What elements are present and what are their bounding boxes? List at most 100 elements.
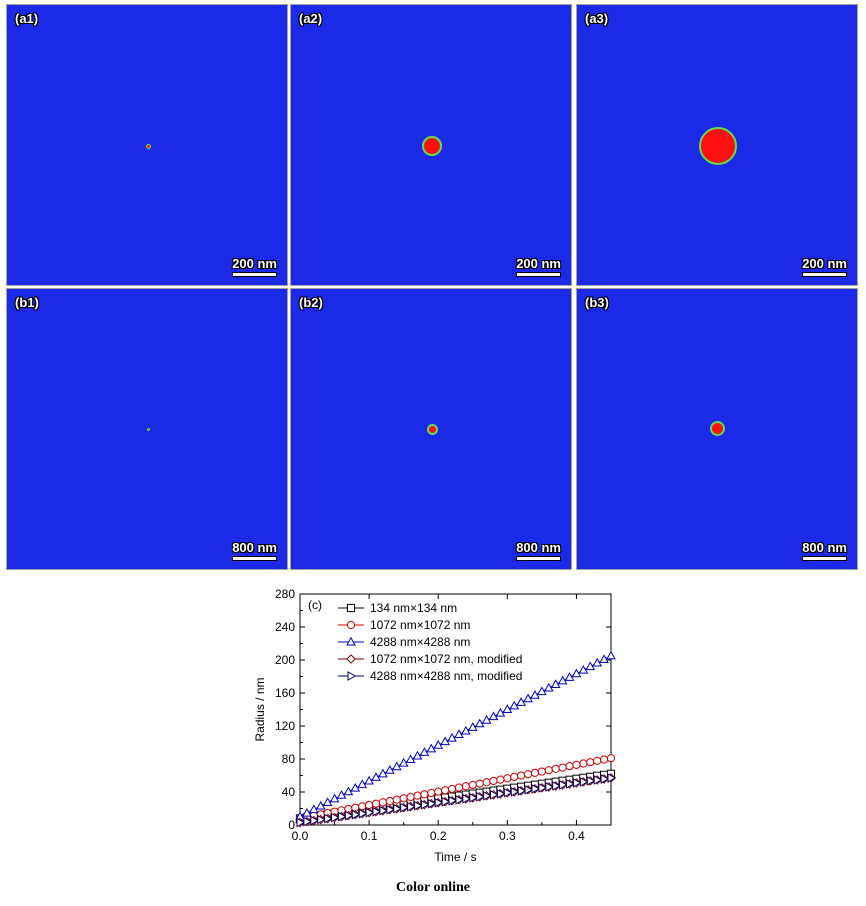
data-point (433, 740, 444, 749)
data-point (296, 817, 306, 828)
data-point (434, 787, 443, 796)
grain (146, 144, 151, 149)
data-point (606, 650, 616, 660)
radius-time-chart: 0.0 0.1 0.2 0.3 0.4 0 40 80 120 160 200 240 280 Time … (253, 587, 617, 864)
data-point (543, 682, 554, 692)
legend-label: 1072 nm×1072 nm (370, 618, 470, 632)
data-point (441, 796, 451, 807)
grain (147, 428, 150, 431)
panel-label: (a3) (585, 11, 609, 26)
data-point (371, 799, 381, 808)
data-point (386, 804, 396, 815)
scale-bar: 800 nm (232, 541, 277, 561)
grain (422, 136, 442, 156)
data-point (405, 754, 416, 764)
data-point (516, 697, 527, 706)
data-point (496, 788, 506, 799)
data-point (331, 812, 340, 823)
data-point (412, 750, 423, 760)
data-point (537, 686, 547, 696)
data-point (343, 786, 354, 796)
y-axis-label: Radius / nm (253, 677, 267, 741)
data-point (426, 743, 437, 753)
x-axis-label: Time / s (434, 850, 476, 864)
legend-label: 4288 nm×4288 nm (370, 635, 470, 649)
data-point (489, 776, 498, 786)
data-point (524, 785, 534, 795)
scale-bar: 200 nm (516, 257, 561, 277)
data-point (372, 806, 382, 817)
data-point (385, 796, 394, 806)
data-point (391, 761, 402, 771)
legend-marker (346, 620, 356, 630)
panel-label: (a2) (299, 11, 323, 26)
legend-marker (346, 654, 356, 664)
data-point (523, 770, 533, 779)
data-point (593, 756, 602, 765)
data-point (336, 790, 347, 799)
data-point (599, 654, 609, 663)
data-point (357, 779, 368, 789)
scale-bar: 800 nm (802, 541, 847, 561)
data-point (558, 763, 567, 772)
x-tick-label: 0.1 (361, 829, 378, 843)
data-point (599, 755, 609, 764)
y-tick-label: 200 (275, 653, 295, 667)
data-point (364, 775, 374, 785)
data-point (572, 778, 582, 788)
data-point (517, 771, 526, 780)
data-point (572, 760, 581, 769)
data-point (544, 766, 553, 775)
data-point (379, 805, 389, 816)
data-point (585, 661, 596, 671)
data-point (371, 772, 381, 781)
x-tick-label: 0.2 (430, 829, 447, 843)
data-point (351, 809, 361, 820)
data-point (495, 707, 506, 717)
data-point (308, 804, 319, 814)
data-point (413, 800, 423, 811)
data-point (427, 798, 437, 809)
data-point (303, 816, 313, 827)
data-point (315, 800, 326, 810)
data-point (454, 783, 464, 792)
data-point (462, 793, 472, 804)
data-point (607, 773, 617, 783)
data-point (551, 764, 560, 773)
data-point (420, 790, 429, 799)
data-point (537, 767, 546, 776)
data-point (510, 786, 520, 797)
data-point (586, 776, 596, 786)
data-point (447, 732, 457, 742)
data-point (322, 797, 333, 806)
data-point (552, 781, 561, 791)
data-point (476, 791, 485, 802)
data-point (503, 774, 512, 783)
data-point (302, 807, 312, 817)
data-point (454, 729, 464, 739)
scale-bar-label: 800 nm (232, 540, 277, 555)
data-point (586, 758, 595, 767)
scale-bar: 200 nm (232, 257, 277, 277)
data-point (434, 797, 444, 808)
panel-b3: (b3) 800 nm (576, 288, 858, 570)
x-tick-label: 0.0 (292, 829, 309, 843)
y-tick-label: 280 (275, 587, 295, 601)
x-tick-label: 0.3 (499, 829, 516, 843)
data-point (488, 711, 499, 721)
data-point (461, 725, 471, 735)
scale-bar-line (516, 556, 561, 561)
scale-bar: 800 nm (516, 541, 561, 561)
panel-b2: (b2) 800 nm (290, 288, 572, 570)
x-tick-label: 0.4 (568, 829, 585, 843)
data-point (378, 768, 388, 778)
data-point (502, 704, 513, 713)
data-point (337, 811, 347, 822)
data-point (593, 775, 603, 785)
data-point (399, 794, 408, 803)
data-point (482, 778, 491, 787)
data-point (358, 808, 368, 819)
data-point (565, 762, 574, 771)
data-point (564, 672, 575, 681)
y-tick-label: 40 (282, 785, 296, 799)
